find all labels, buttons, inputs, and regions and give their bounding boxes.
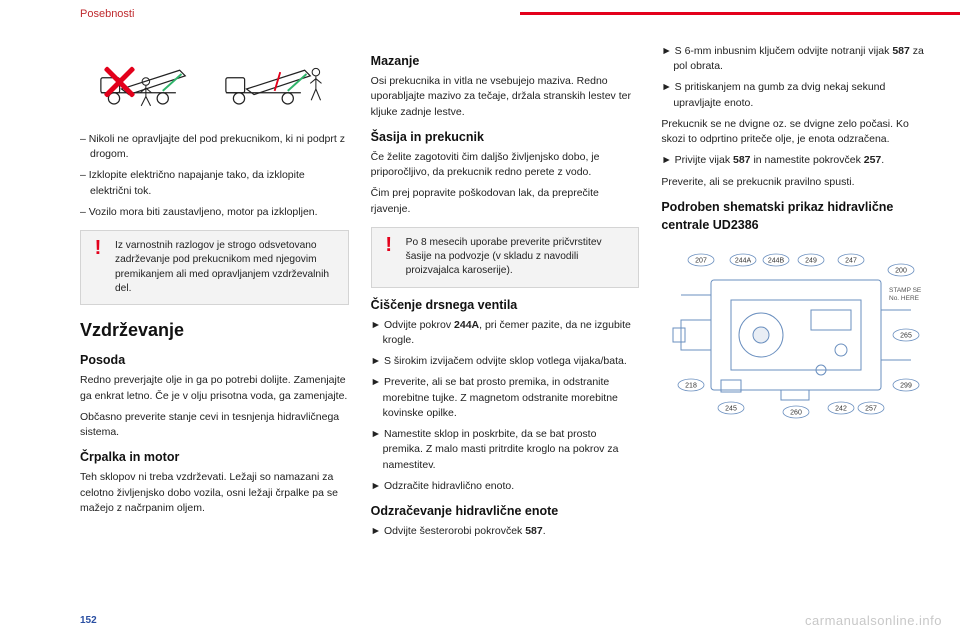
col1-bullet-3: – Vozilo mora biti zaustavljeno, motor p… bbox=[80, 205, 349, 220]
col2-h2b: Šasija in prekucnik bbox=[371, 128, 640, 146]
col3-b2: ► S pritiskanjem na gumb za dvig nekaj s… bbox=[661, 80, 930, 110]
schematic-label: 265 bbox=[901, 333, 913, 340]
truck-right-icon bbox=[219, 44, 334, 119]
col2-p3: Čim prej popravite poškodovan lak, da pr… bbox=[371, 186, 640, 216]
col3-p1: Prekucnik se ne dvigne oz. se dvigne zel… bbox=[661, 117, 930, 147]
col2-b1num: 244A bbox=[454, 319, 479, 331]
schematic-label: 257 bbox=[866, 406, 878, 413]
col3-h2a: Podroben shematski prikaz hidravlične ce… bbox=[661, 198, 930, 234]
col1-p2: Občasno preverite stanje cevi in tesnjen… bbox=[80, 410, 349, 440]
col2-b6a: ► Odvijte šesterorobi pokrovček bbox=[371, 525, 526, 537]
col3-p2: Preverite, ali se prekucnik pravilno spu… bbox=[661, 175, 930, 190]
col3-b3num2: 257 bbox=[864, 154, 882, 166]
schematic-label: 299 bbox=[901, 383, 913, 390]
col3-b1num: 587 bbox=[892, 45, 910, 57]
col3-b3c: . bbox=[881, 154, 884, 166]
col1-bullet-2: – Izklopite električno napajanje tako, d… bbox=[80, 168, 349, 198]
col1-p1: Redno preverjajte olje in ga po potrebi … bbox=[80, 373, 349, 403]
col2-b6: ► Odvijte šesterorobi pokrovček 587. bbox=[371, 524, 640, 539]
col2-p2: Če želite zagotoviti čim daljšo življenj… bbox=[371, 150, 640, 180]
col2-p1: Osi prekucnika in vitla ne vsebujejo maz… bbox=[371, 74, 640, 120]
truck-left-icon bbox=[94, 44, 209, 119]
warning-text-1: Iz varnostnih razlogov je strogo odsveto… bbox=[115, 240, 329, 294]
section-title: Posebnosti bbox=[80, 8, 134, 20]
truck-illustration bbox=[94, 44, 334, 124]
schematic-annot-1: STAMP SERIAL bbox=[889, 287, 921, 294]
col3-b1a: ► S 6-mm inbusnim ključem odvijte notran… bbox=[661, 45, 892, 57]
col2-h2d: Odzračevanje hidravlične enote bbox=[371, 502, 640, 520]
schematic-label: 207 bbox=[696, 258, 708, 265]
column-2: Mazanje Osi prekucnika in vitla ne vsebu… bbox=[371, 44, 640, 604]
schematic-label: 200 bbox=[896, 268, 908, 275]
col3-b3a: ► Privijte vijak bbox=[661, 154, 733, 166]
exclamation-icon: ! bbox=[380, 236, 398, 254]
col2-b5: ► Odzračite hidravlično enoto. bbox=[371, 479, 640, 494]
schematic-annot-2: No. HERE bbox=[889, 295, 920, 302]
schematic-label: 260 bbox=[791, 410, 803, 417]
header-bar: Posebnosti bbox=[0, 0, 960, 26]
exclamation-icon: ! bbox=[89, 239, 107, 257]
column-3: ► S 6-mm inbusnim ključem odvijte notran… bbox=[661, 44, 930, 604]
page-number: 152 bbox=[80, 615, 97, 626]
column-1: – Nikoli ne opravljajte del pod prekucni… bbox=[80, 44, 349, 604]
schematic-label: 244B bbox=[768, 258, 785, 265]
schematic-label: 218 bbox=[686, 383, 698, 390]
col2-b6b: . bbox=[543, 525, 546, 537]
schematic-label: 245 bbox=[726, 406, 738, 413]
col2-h2a: Mazanje bbox=[371, 52, 640, 70]
header-accent-line bbox=[520, 12, 960, 15]
content-columns: – Nikoli ne opravljajte del pod prekucni… bbox=[80, 44, 930, 604]
schematic-label: 249 bbox=[806, 258, 818, 265]
col2-h2c: Čiščenje drsnega ventila bbox=[371, 296, 640, 314]
col3-b3: ► Privijte vijak 587 in namestite pokrov… bbox=[661, 153, 930, 168]
schematic-label: 242 bbox=[836, 406, 848, 413]
watermark: carmanualsonline.info bbox=[805, 613, 942, 628]
red-x-icon bbox=[102, 64, 136, 98]
col2-b2: ► S širokim izvijačem odvijte sklop votl… bbox=[371, 354, 640, 369]
col1-p3: Teh sklopov ni treba vzdrževati. Ležaji … bbox=[80, 470, 349, 516]
col2-b1a: ► Odvijte pokrov bbox=[371, 319, 454, 331]
col3-b3b: in namestite pokrovček bbox=[751, 154, 864, 166]
schematic-label: 247 bbox=[846, 258, 858, 265]
col3-b3num1: 587 bbox=[733, 154, 751, 166]
col3-b1: ► S 6-mm inbusnim ključem odvijte notran… bbox=[661, 44, 930, 74]
hydraulic-schematic: 207 244A 244B 249 247 200 265 299 218 245 260 242 25… bbox=[661, 240, 921, 420]
warning-text-2: Po 8 mesecih uporabe preverite pričvrsti… bbox=[406, 237, 602, 277]
col2-b3: ► Preverite, ali se bat prosto premika, … bbox=[371, 375, 640, 421]
schematic-label: 244A bbox=[735, 258, 752, 265]
col2-b1: ► Odvijte pokrov 244A, pri čemer pazite,… bbox=[371, 318, 640, 348]
col2-b6num: 587 bbox=[525, 525, 543, 537]
warning-box-2: ! Po 8 mesecih uporabe preverite pričvrs… bbox=[371, 227, 640, 288]
warning-box-1: ! Iz varnostnih razlogov je strogo odsve… bbox=[80, 230, 349, 305]
col1-bullet-1: – Nikoli ne opravljajte del pod prekucni… bbox=[80, 132, 349, 162]
col1-h2b: Črpalka in motor bbox=[80, 448, 349, 466]
col2-b4: ► Namestite sklop in poskrbite, da se ba… bbox=[371, 427, 640, 473]
col1-h2a: Posoda bbox=[80, 351, 349, 369]
col1-h1: Vzdrževanje bbox=[80, 317, 349, 343]
